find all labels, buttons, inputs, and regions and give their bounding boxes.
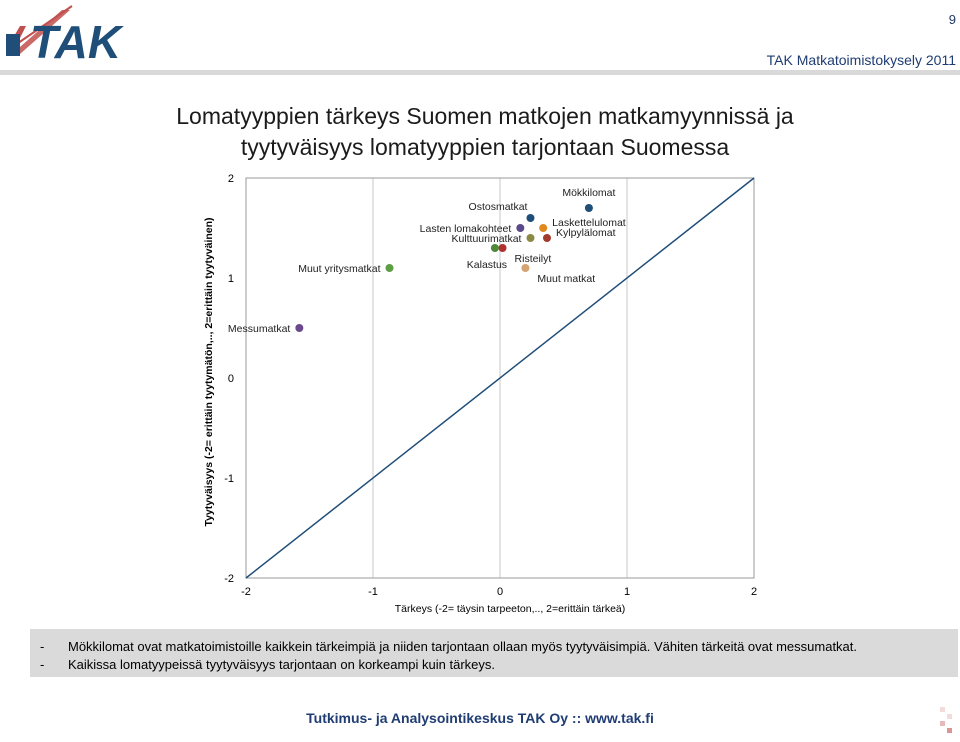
data-point-label: Kalastus xyxy=(467,259,507,271)
data-point xyxy=(584,204,593,212)
axis-ticks: 2 1 0 -1 -2 -2 -1 0 1 2 xyxy=(224,173,757,598)
y-axis-label: Tyytyväisyys (-2= erittäin tyytymätön,..… xyxy=(203,217,215,526)
note-item: - Mökkilomat ovat matkatoimistoille kaikk… xyxy=(40,639,857,654)
slide-title-line-1: Lomatyyppien tärkeys Suomen matkojen mat… xyxy=(176,103,794,129)
x-tick-label: 2 xyxy=(751,586,757,598)
x-tick-label: -1 xyxy=(368,586,378,598)
y-tick-label: 1 xyxy=(228,273,234,285)
survey-title: TAK Matkatoimistokysely 2011 xyxy=(766,52,956,68)
x-tick-label: 1 xyxy=(624,586,630,598)
slide-title: Lomatyyppien tärkeys Suomen matkojen mat… xyxy=(60,101,910,163)
page-number: 9 xyxy=(948,12,956,27)
data-point xyxy=(521,264,530,272)
data-point-label: Lasten lomakohteet xyxy=(420,223,512,235)
data-point xyxy=(542,234,551,242)
data-point xyxy=(526,214,535,222)
notes-box: - Mökkilomat ovat matkatoimistoille kaikk… xyxy=(30,629,958,677)
data-point-label: Mökkilomat xyxy=(562,187,615,199)
data-point xyxy=(385,264,394,272)
data-point xyxy=(516,224,525,232)
x-tick-label: -2 xyxy=(241,586,251,598)
note-dash: - xyxy=(40,639,45,654)
note-text: Mökkilomat ovat matkatoimistoille kaikke… xyxy=(68,639,858,654)
y-tick-label: 0 xyxy=(228,373,234,385)
y-tick-label: -1 xyxy=(224,473,234,485)
data-point-label: Laskettelulomat xyxy=(552,217,626,229)
plot-area xyxy=(245,177,755,579)
data-point-label: Muut yritysmatkat xyxy=(298,263,380,275)
note-dash: - xyxy=(40,657,45,672)
x-axis-label: Tärkeys (-2= täysin tarpeeton,.., 2=erit… xyxy=(395,603,626,615)
data-point-label: Kylpylälomat xyxy=(556,227,616,239)
data-point-label: Risteilyt xyxy=(515,253,552,265)
slide-title-line-2: tyytyväisyys lomatyyppien tarjontaan Suo… xyxy=(240,134,730,160)
y-tick-label: -2 xyxy=(224,573,234,585)
data-point xyxy=(498,244,507,252)
data-point xyxy=(539,224,548,232)
data-point-label: Ostosmatkat xyxy=(469,201,528,213)
data-point xyxy=(490,244,499,252)
footer-link[interactable]: Tutkimus- ja Analysointikeskus TAK Oy ::… xyxy=(306,710,654,726)
footer-decoration xyxy=(940,707,952,733)
data-point-label: Kulttuurimatkat xyxy=(451,233,521,245)
header-divider xyxy=(0,70,960,75)
data-point xyxy=(526,234,535,242)
y-tick-label: 2 xyxy=(228,173,234,185)
note-item: - Kaikissa lomatyypeissä tyytyväisyys tar… xyxy=(40,657,495,672)
x-tick-label: 0 xyxy=(497,586,503,598)
tak-logo: TAK xyxy=(6,5,124,64)
data-point-label: Muut matkat xyxy=(537,273,595,285)
diagonal-reference-line xyxy=(245,177,755,579)
data-points: Mökkilomat Ostosmatkat Laskettelulomat Last… xyxy=(228,187,626,335)
data-point-label: Messumatkat xyxy=(228,323,291,335)
data-point xyxy=(295,324,304,332)
logo-text: TAK xyxy=(30,16,124,64)
note-text: Kaikissa lomatyypeissä tyytyväisyys tarj… xyxy=(68,657,496,672)
